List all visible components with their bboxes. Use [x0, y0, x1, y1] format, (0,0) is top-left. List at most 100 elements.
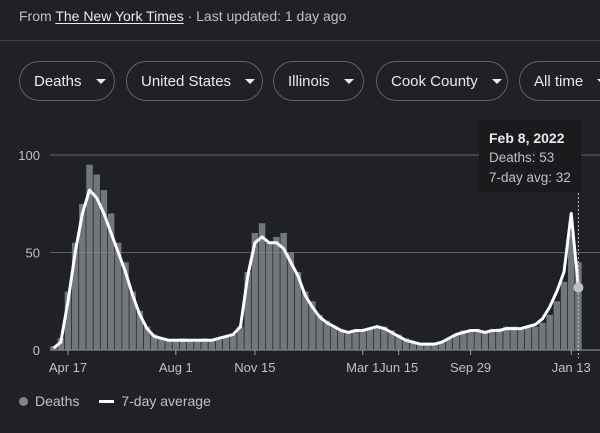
y-tick-label: 50 [26, 246, 40, 261]
country-dropdown-label: United States [141, 72, 232, 90]
deaths-bar [381, 326, 388, 350]
deaths-bar [373, 326, 381, 350]
deaths-bar [438, 342, 446, 350]
deaths-legend-label: Deaths [35, 393, 80, 409]
average-legend-label: 7-day average [121, 393, 211, 409]
deaths-bar [445, 338, 453, 350]
deaths-bar [237, 326, 244, 350]
deaths-bar [208, 340, 215, 350]
x-tick-label: Sep 29 [450, 360, 491, 375]
chevron-down-icon [343, 78, 354, 84]
deaths-bar [517, 328, 525, 350]
county-dropdown-label: Cook County [391, 72, 478, 90]
deaths-bar [524, 326, 532, 350]
deaths-bar [503, 326, 510, 350]
timeframe-dropdown[interactable]: All time [519, 61, 600, 101]
deaths-bar [222, 336, 230, 350]
seven-day-average-line [52, 188, 580, 350]
deaths-bar [546, 314, 553, 350]
deaths-bar [273, 236, 280, 350]
chevron-down-icon [95, 78, 106, 84]
y-tick-label: 100 [18, 148, 40, 163]
deaths-bar [151, 334, 158, 350]
metric-dropdown-label: Deaths [34, 72, 82, 90]
deaths-bar [539, 322, 546, 350]
deaths-bar [388, 330, 395, 350]
deaths-bar [280, 233, 287, 350]
x-tick-label: Apr 17 [49, 360, 87, 375]
deaths-bar [510, 326, 517, 350]
deaths-bar [79, 203, 86, 350]
chevron-down-icon [491, 78, 502, 84]
source-line: From The New York Times · Last updated: … [19, 8, 346, 24]
deaths-bar [64, 291, 72, 350]
last-updated-text: · Last updated: 1 day ago [187, 8, 347, 24]
deaths-legend-swatch [19, 396, 28, 406]
deaths-bar [402, 338, 410, 350]
deaths-bar [431, 344, 438, 350]
deaths-bar [301, 291, 309, 350]
deaths-bar [323, 320, 331, 350]
deaths-bar [215, 338, 223, 350]
chevron-down-icon [597, 78, 600, 84]
deaths-bar [532, 326, 539, 350]
deaths-bar [143, 326, 151, 350]
average-legend-swatch [99, 399, 115, 403]
state-dropdown-label: Illinois [288, 72, 330, 90]
deaths-bar [424, 344, 431, 350]
x-tick-label: Jun 15 [379, 360, 418, 375]
deaths-bar [86, 164, 93, 350]
deaths-bar [165, 340, 172, 350]
deaths-bar [409, 342, 417, 350]
x-tick-label: Aug 1 [159, 360, 193, 375]
deaths-bar [337, 330, 345, 350]
source-publisher-link[interactable]: The New York Times [55, 8, 184, 24]
deaths-bar [309, 301, 316, 350]
source-prefix: From [19, 8, 52, 24]
state-dropdown[interactable]: Illinois [273, 61, 364, 101]
deaths-bar [194, 340, 201, 350]
deaths-bar [366, 328, 374, 350]
deaths-bar [122, 262, 129, 350]
deaths-bar [107, 213, 115, 350]
metric-dropdown[interactable]: Deaths [19, 61, 115, 101]
x-tick-label: Mar 1 [346, 360, 379, 375]
x-tick-label: Nov 15 [234, 360, 275, 375]
deaths-bar [251, 233, 259, 350]
deaths-bar [287, 252, 295, 350]
hover-point [573, 282, 584, 293]
deaths-bar [172, 340, 180, 350]
header-divider [0, 40, 600, 41]
filter-bar: Deaths United States Illinois Cook Count… [19, 61, 600, 103]
deaths-bar [244, 272, 251, 350]
deaths-bar [395, 334, 402, 350]
deaths-bar [553, 301, 561, 350]
deaths-bar [201, 338, 208, 350]
hover-tooltip: Feb 8, 2022 Deaths: 53 7-day avg: 32 [479, 120, 581, 192]
deaths-bar [266, 242, 273, 350]
deaths-bar [230, 334, 237, 350]
deaths-bar [330, 326, 338, 350]
deaths-bar [71, 242, 79, 350]
deaths-bar [560, 281, 568, 350]
deaths-bar [179, 338, 187, 350]
deaths-bar [316, 314, 323, 350]
deaths-bar [488, 330, 496, 350]
county-dropdown[interactable]: Cook County [376, 61, 508, 101]
deaths-bar [496, 328, 503, 350]
tooltip-deaths: Deaths: 53 [489, 150, 555, 165]
deaths-bar [100, 190, 108, 350]
x-tick-label: Jan 13 [552, 360, 591, 375]
deaths-bar [474, 330, 481, 350]
country-dropdown[interactable]: United States [126, 61, 263, 101]
deaths-bar [93, 174, 100, 350]
deaths-bar [359, 330, 366, 350]
deaths-bar [460, 330, 467, 350]
deaths-bar [452, 334, 460, 350]
deaths-bar [352, 330, 359, 350]
deaths-bar [294, 272, 302, 350]
deaths-bar [158, 338, 165, 350]
deaths-bar [345, 332, 352, 350]
deaths-bar [136, 311, 144, 350]
